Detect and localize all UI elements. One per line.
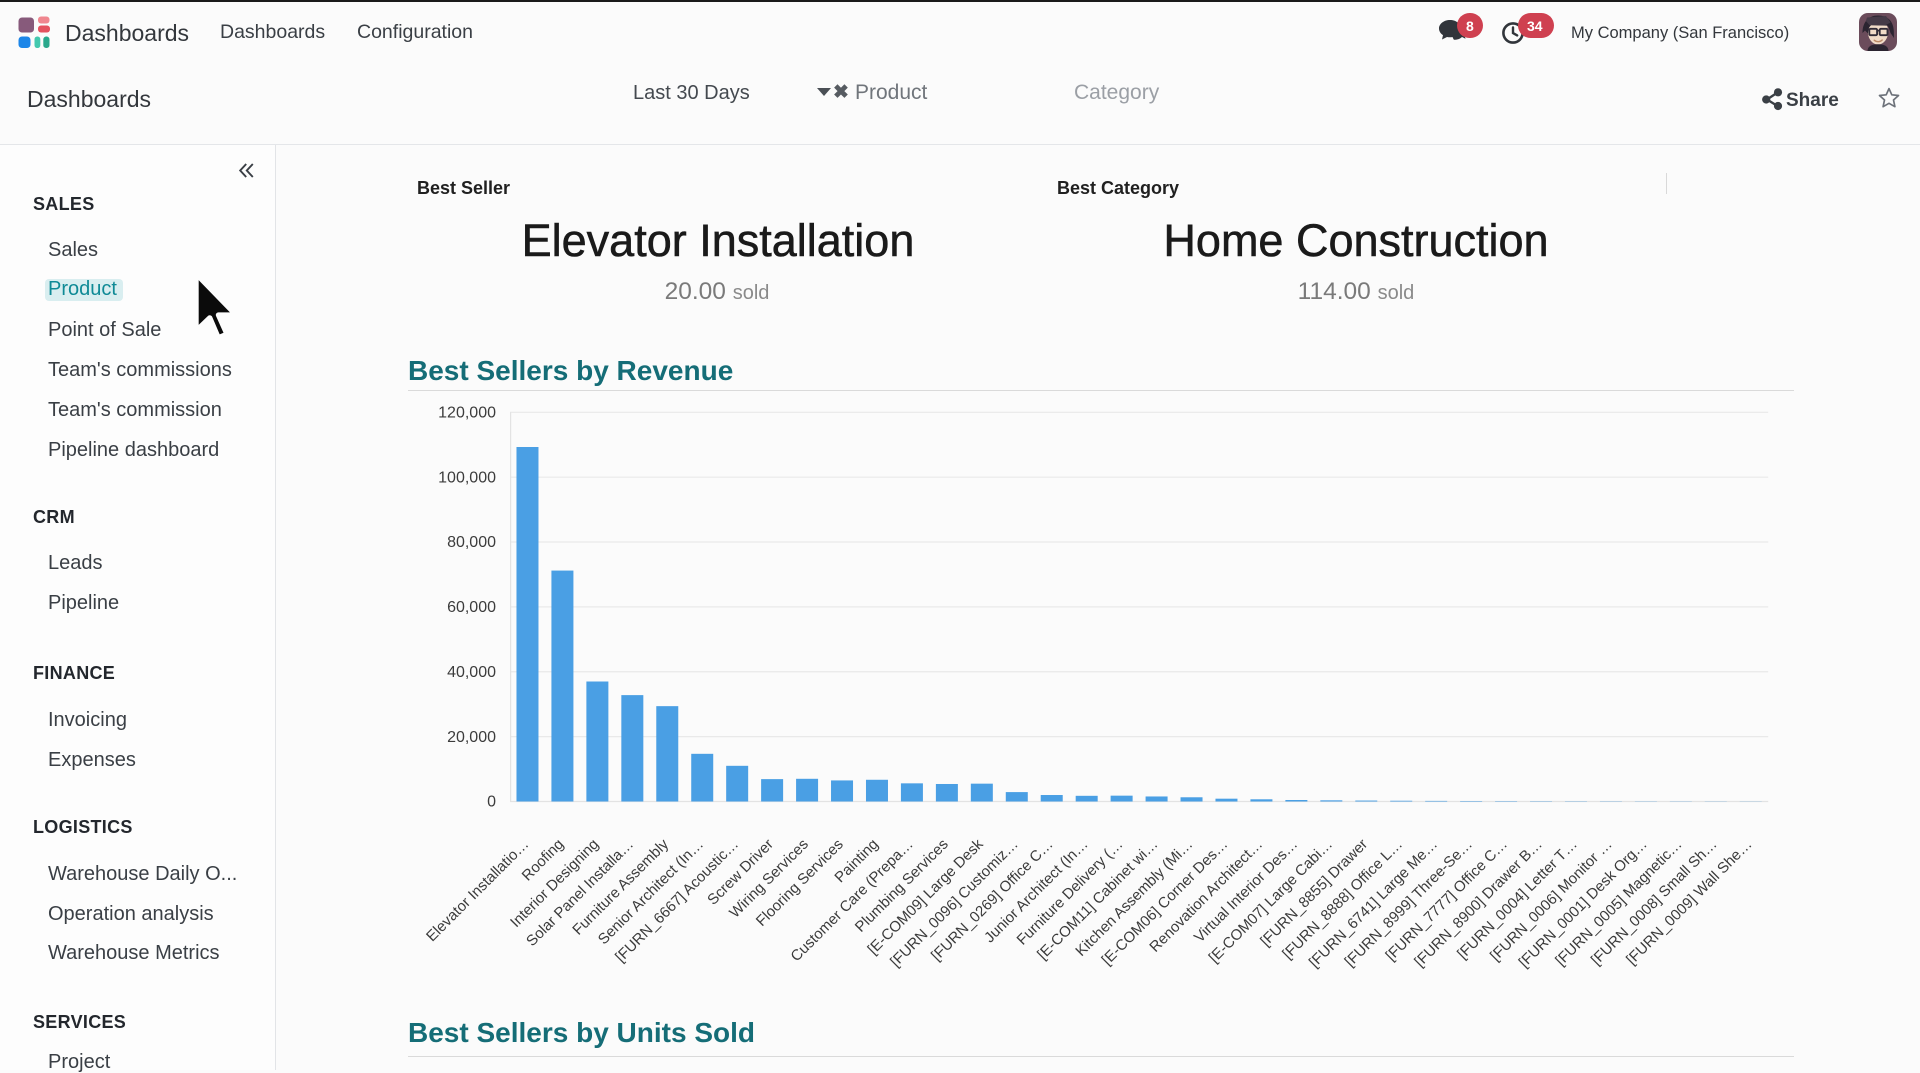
svg-text:0: 0 [487, 794, 496, 811]
svg-text:80,000: 80,000 [447, 534, 496, 551]
svg-text:100,000: 100,000 [438, 469, 496, 486]
svg-text:60,000: 60,000 [447, 599, 496, 616]
svg-text:40,000: 40,000 [447, 664, 496, 681]
svg-text:120,000: 120,000 [438, 405, 496, 422]
svg-text:20,000: 20,000 [447, 729, 496, 746]
